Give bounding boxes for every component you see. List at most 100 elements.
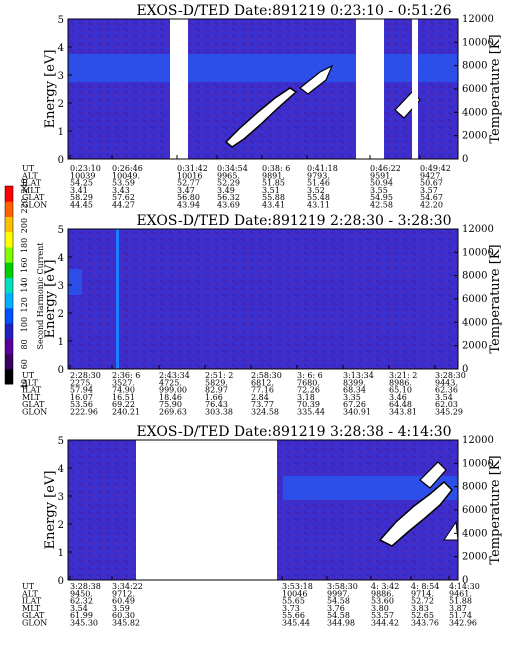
orbit-row-label: UT — [22, 164, 35, 173]
y2-tick-label: 4000 — [462, 317, 487, 328]
colorbar-tick-label: 220 — [20, 198, 29, 213]
panel-2-energy-band — [68, 269, 82, 295]
orbit-cell: 3.43 — [112, 186, 130, 195]
panel-2-current-streak — [116, 229, 119, 369]
orbit-cell: 54.95 — [370, 193, 393, 202]
orbit-cell: 57.94 — [70, 386, 93, 395]
orbit-cell: 10046 — [282, 589, 307, 598]
orbit-row-label: MLT — [22, 604, 41, 613]
orbit-cell: 3:58:30 — [327, 582, 358, 591]
orbit-cell: 3:34:22 — [112, 582, 143, 591]
colorbar-label: Second Harmonic Current — [36, 242, 45, 350]
panel-1: EXOS-D/TED Date:891219 0:23:10 - 0:51:26… — [21, 3, 503, 210]
orbit-cell: 345.30 — [70, 619, 98, 628]
y2-tick-label: 0 — [462, 154, 468, 165]
panel-3: EXOS-D/TED Date:891219 3:28:38 - 4:14:30… — [21, 424, 503, 628]
colorbar-swatch — [5, 338, 13, 355]
orbit-cell: 2:28:30 — [70, 371, 101, 380]
orbit-cell: 62.36 — [435, 386, 458, 395]
panel-1-energy-band — [68, 54, 458, 82]
orbit-cell: 0:31:42 — [177, 164, 208, 173]
y-tick-label: 5 — [58, 225, 64, 236]
orbit-cell: 10049. — [112, 171, 140, 180]
orbit-cell: 9450. — [70, 589, 93, 598]
orbit-cell: 3:21: 2 — [389, 371, 417, 380]
orbit-cell: 0:38: 6 — [262, 164, 290, 173]
orbit-row-label: GLAT — [22, 400, 45, 409]
panel-3-orbit-table: UTALTILATMLTGLATGLON3:28:389450.62.323.5… — [21, 576, 480, 628]
orbit-cell: 67.26 — [343, 400, 366, 409]
panel-1-ylabel: Energy [eV] — [43, 50, 58, 129]
orbit-cell: 65.10 — [389, 386, 412, 395]
orbit-cell: 2:58:30 — [251, 371, 282, 380]
orbit-cell: 3.47 — [177, 186, 195, 195]
orbit-cell: 3.57 — [420, 186, 438, 195]
y2-tick-label: 10000 — [462, 247, 494, 258]
orbit-row-label: GLAT — [22, 193, 45, 202]
orbit-cell: 999.00 — [159, 386, 187, 395]
orbit-cell: 4725. — [159, 378, 182, 387]
orbit-row-label: ALT — [21, 378, 38, 387]
y-tick-label: 0 — [58, 365, 64, 376]
y2-tick-label: 12000 — [462, 14, 494, 25]
colorbar-tick-label: 200 — [20, 218, 29, 233]
orbit-cell: 3:28:30 — [435, 371, 466, 380]
colorbar-swatch — [5, 201, 13, 217]
orbit-cell: 9714. — [411, 589, 434, 598]
y-tick-label: 1 — [58, 548, 64, 559]
orbit-cell: 3:28:38 — [70, 582, 101, 591]
y2-tick-label: 2000 — [462, 552, 487, 563]
orbit-cell: 6812. — [251, 378, 274, 387]
orbit-cell: 9427. — [420, 171, 443, 180]
panel-2-y2label: Temperature [K] — [488, 244, 503, 353]
orbit-row-label: UT — [22, 582, 35, 591]
orbit-cell: 9997. — [327, 589, 350, 598]
y2-tick-label: 6000 — [462, 294, 487, 305]
orbit-cell: 3: 6: 6 — [297, 371, 323, 380]
colorbar-tick-label: 140 — [20, 277, 29, 292]
orbit-cell: 57.62 — [112, 193, 135, 202]
orbit-cell: 3.59 — [112, 604, 130, 613]
orbit-cell: 51.74 — [449, 611, 472, 620]
orbit-cell: 4: 3:42 — [371, 582, 399, 591]
orbit-row-label: GLON — [22, 619, 47, 628]
orbit-cell: 53.60 — [371, 597, 394, 606]
orbit-cell: 54.58 — [327, 597, 350, 606]
orbit-cell: 3:13:34 — [343, 371, 374, 380]
panel-1-gap-1 — [170, 19, 188, 159]
y2-tick-label: 6000 — [462, 84, 487, 95]
orbit-cell: 55.65 — [282, 597, 305, 606]
orbit-cell: 77.16 — [251, 386, 274, 395]
colorbar-swatch — [5, 216, 13, 233]
colorbar-swatch — [5, 277, 13, 294]
y2-tick-label: 10000 — [462, 458, 494, 469]
orbit-cell: 0:26:46 — [112, 164, 143, 173]
panel-3-y-ticks: 0 1 2 3 4 5 — [58, 436, 72, 587]
orbit-cell: 303.38 — [205, 408, 233, 417]
colorbar-tick-label: 240 — [20, 178, 29, 193]
colorbar-ticks: 40 60 80 100 120 140 160 180 200 220 240 — [20, 178, 29, 389]
colorbar-swatch — [5, 231, 13, 248]
y2-tick-label: 8000 — [462, 61, 487, 72]
y2-tick-label: 8000 — [462, 271, 487, 282]
y-tick-label: 5 — [58, 436, 64, 447]
orbit-cell: 16.07 — [70, 393, 93, 402]
orbit-cell: 44.27 — [112, 201, 135, 210]
orbit-cell: 10039 — [70, 171, 95, 180]
orbit-cell: 70.39 — [297, 400, 320, 409]
panel-1-gap-2 — [356, 19, 384, 159]
orbit-cell: 222.96 — [70, 408, 98, 417]
orbit-cell: 9591. — [370, 171, 393, 180]
colorbar-tick-label: 60 — [20, 359, 29, 369]
colorbar-tick-label: 80 — [20, 339, 29, 349]
y-tick-label: 2 — [58, 520, 64, 531]
colorbar-swatch — [5, 307, 13, 324]
orbit-cell: 7680. — [297, 378, 320, 387]
panel-3-event — [378, 461, 459, 547]
orbit-row-label: ILAT — [22, 386, 42, 395]
panel-3-y2label: Temperature [K] — [488, 455, 503, 564]
orbit-cell: 2:43:34 — [159, 371, 190, 380]
orbit-cell: 1.66 — [205, 393, 223, 402]
orbit-cell: 3.35 — [343, 393, 361, 402]
orbit-cell: 62.03 — [435, 400, 458, 409]
